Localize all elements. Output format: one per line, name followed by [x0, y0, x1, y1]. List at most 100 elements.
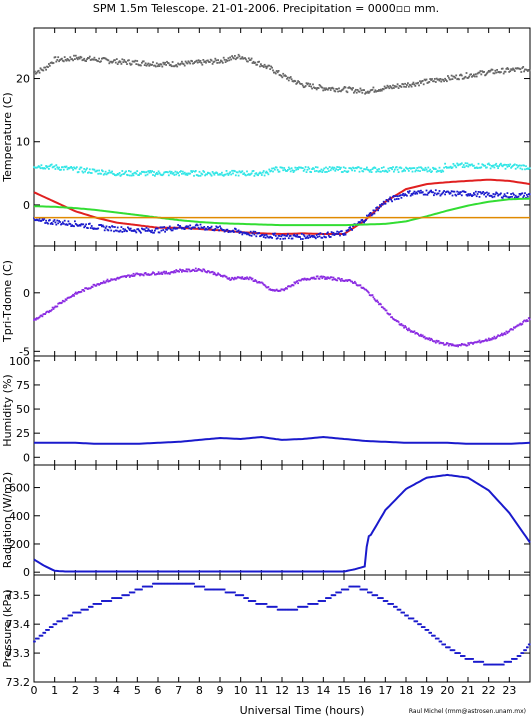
temperature-series-3-point [120, 226, 123, 228]
temperature-series-3-point [460, 194, 463, 197]
temperature-series-0-point [308, 85, 311, 87]
temperature-series-0-point [528, 69, 531, 72]
temperature-series-1-point [436, 169, 439, 172]
temperature-series-1-point [276, 169, 279, 171]
temperature-series-0-point [222, 56, 225, 59]
temperature-series-0-point [329, 89, 332, 91]
temperature-series-1-point [353, 169, 356, 172]
pressure-series-0-point [285, 608, 287, 611]
temperature-series-0-point [93, 56, 96, 59]
temperature-series-3-point [326, 232, 328, 235]
tpri-tdome-series-0-point [467, 342, 470, 344]
temperature-series-1-point [434, 168, 437, 170]
tpri-tdome-series-0-point [52, 308, 55, 310]
temperature-series-0-point [315, 88, 318, 91]
temperature-series-1-point [293, 169, 296, 172]
temperature-series-0-point [173, 65, 176, 68]
tpri-tdome-series-0-point [253, 280, 256, 282]
temperature-series-1-point [482, 164, 485, 166]
temperature-series-1-point [175, 173, 178, 176]
pressure-series-0-point [223, 588, 226, 591]
temperature-series-3-point [42, 219, 45, 221]
temperature-series-0-point [378, 89, 380, 91]
humidity-ytick-label: 75 [16, 379, 30, 392]
temperature-series-3-point [519, 193, 522, 196]
temperature-series-3-point [526, 193, 528, 196]
pressure-series-0-point [344, 588, 347, 591]
tpri-tdome-series-0-point [452, 344, 455, 347]
temperature-series-0-point [48, 64, 51, 67]
temperature-series-0-point [349, 87, 352, 89]
temperature-series-0-point [154, 65, 157, 68]
temperature-series-0-point [282, 72, 285, 75]
temperature-series-3-point [475, 195, 478, 198]
tpri-tdome-series-0-point [512, 328, 514, 331]
temperature-series-0-point [373, 91, 376, 93]
temperature-series-3-point [476, 193, 479, 195]
temperature-series-3-point [134, 230, 137, 233]
tpri-tdome-series-0-point [170, 271, 173, 273]
tpri-tdome-series-0-point [181, 269, 184, 271]
temperature-series-3-point [332, 231, 335, 234]
temperature-series-1-point [322, 169, 325, 172]
tpri-tdome-series-0-point [248, 276, 251, 279]
temperature-series-0-point [175, 64, 178, 66]
temperature-series-1-point [154, 174, 156, 177]
temperature-series-1-point [331, 166, 334, 169]
temperature-series-1-point [347, 170, 350, 173]
temperature-series-1-point [89, 172, 92, 174]
tpri-tdome-series-0-point [330, 276, 333, 279]
pressure-series-0-point [421, 626, 424, 628]
temperature-series-3-point [181, 227, 184, 229]
temperature-series-1-point [229, 171, 232, 174]
temperature-series-3-point [166, 228, 168, 231]
temperature-series-1-point [503, 163, 506, 166]
tpri-tdome-series-0-point [71, 295, 73, 297]
temperature-series-1-point [473, 167, 476, 169]
temperature-series-1-point [232, 172, 234, 175]
temperature-series-3-point [513, 193, 515, 196]
tpri-tdome-series-0-point [156, 273, 159, 275]
tpri-tdome-series-0-point [234, 277, 237, 280]
temperature-series-3-point [421, 191, 424, 193]
tpri-tdome-series-0-point [135, 272, 138, 275]
temperature-series-1-point [344, 167, 347, 170]
pressure-series-0-point [254, 600, 257, 602]
temperature-series-0-point [197, 59, 200, 62]
temperature-series-3-point [287, 233, 289, 236]
pressure-series-0-point [334, 594, 337, 597]
temperature-series-3-point [521, 192, 524, 195]
pressure-series-0-point [105, 600, 108, 602]
temperature-series-0-point [506, 67, 509, 69]
tpri-tdome-series-0-point [325, 276, 327, 279]
temperature-series-0-point [61, 57, 63, 60]
temperature-series-1-point [366, 166, 368, 169]
tpri-tdome-series-0-point [478, 339, 481, 342]
pressure-series-0-point [307, 603, 310, 605]
temperature-series-1-point [492, 164, 495, 167]
tpri-tdome-series-0-point [501, 334, 504, 337]
temperature-series-0-point [471, 75, 473, 78]
pressure-series-0-point [328, 597, 331, 599]
temperature-series-3-point [102, 225, 105, 228]
temperature-series-0-point [449, 78, 452, 81]
temperature-series-1-point [423, 169, 426, 172]
tpri-tdome-series-0-point [165, 270, 167, 273]
temperature-series-1-point [82, 171, 85, 174]
pressure-ytick-label: 73.2 [6, 676, 31, 689]
temperature-series-1-point [452, 163, 455, 165]
pressure-series-0-point [406, 614, 408, 617]
tpri-tdome-series-0-point [255, 280, 258, 282]
xtick-label: 19 [420, 684, 434, 697]
temperature-series-3-point [96, 227, 99, 230]
temperature-series-3-point [114, 226, 116, 228]
tpri-tdome-series-0-point [472, 343, 474, 345]
temperature-series-3-point [318, 235, 321, 238]
temperature-series-3-point [139, 230, 141, 233]
pressure-series-0-point [50, 626, 53, 628]
temperature-series-0-point [281, 76, 284, 79]
tpri-tdome-series-0-point [109, 279, 112, 282]
pressure-series-0-point [260, 603, 263, 605]
pressure-series-0-point [245, 597, 247, 599]
temperature-series-0-point [237, 53, 240, 56]
